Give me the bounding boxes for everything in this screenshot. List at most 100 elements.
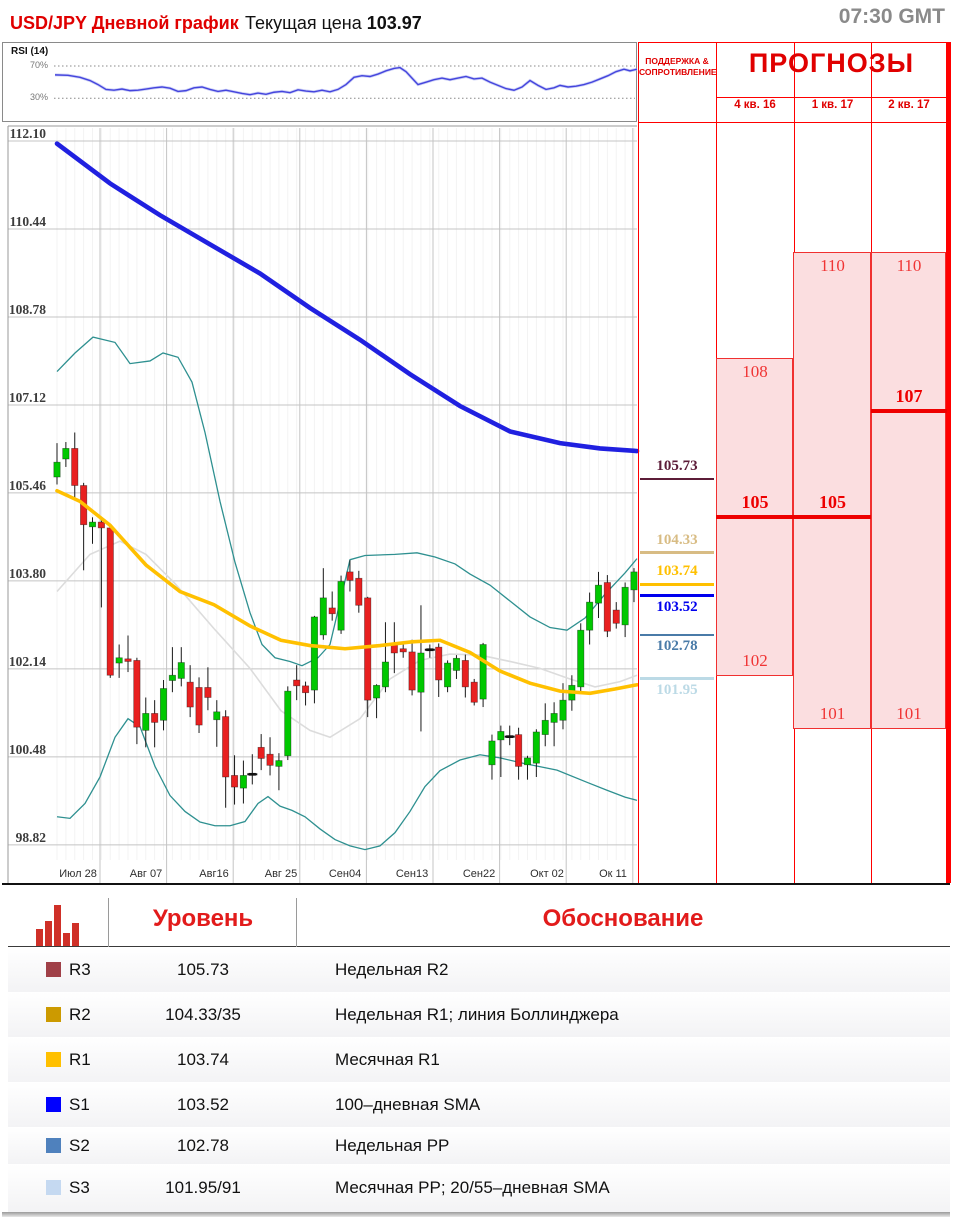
forecast-grid-hline <box>637 42 951 43</box>
sr-level-label: 102.78 <box>656 637 698 654</box>
candle-body <box>586 601 594 631</box>
row-code: R3 <box>46 947 91 992</box>
level-color-swatch <box>46 1007 61 1022</box>
x-axis-tick: Окт 02 <box>530 868 564 880</box>
forecasts-title: ПРОГНОЗЫ <box>748 48 915 78</box>
forecast-grid-right-border <box>946 42 951 883</box>
level-code: R3 <box>69 960 91 979</box>
candle-body <box>195 687 203 726</box>
candle-body <box>62 448 70 460</box>
sr-level-line <box>640 582 714 586</box>
y-axis-tick: 105.46 <box>9 478 46 493</box>
row-code: R1 <box>46 1037 91 1082</box>
candle-body <box>408 651 416 691</box>
y-axis-tick: 112.10 <box>10 126 47 141</box>
candle-body <box>186 681 194 708</box>
candle-body <box>239 775 247 789</box>
candle-body <box>168 674 176 681</box>
rsi-indicator-label: RSI (14) <box>11 46 49 57</box>
level-value: 101.95/91 <box>165 1178 241 1197</box>
candle-body <box>488 740 496 766</box>
candle-body <box>444 662 452 688</box>
table-row: R1 103.74 Месячная R1 <box>8 1037 950 1082</box>
candle-body <box>53 461 61 478</box>
level-rationale: Месячная R1 <box>335 1050 440 1069</box>
candle-body <box>612 609 620 624</box>
candle-body <box>470 681 478 703</box>
forecast-grid-vline <box>637 42 639 883</box>
candlestick-chart: 112.10 110.44 108.78 107.12 105.46 103.80 102.… <box>7 125 640 883</box>
level-code: S2 <box>69 1136 90 1155</box>
level-value: 105.73 <box>177 960 229 979</box>
bollinger-lower-line <box>56 717 638 851</box>
yellow-ma-line <box>55 488 639 696</box>
bar-chart-icon <box>36 903 96 947</box>
forecast-target-value: 105 <box>741 492 769 513</box>
forecast-range-low: 101 <box>819 704 846 724</box>
table-bottom-shadow <box>2 1212 950 1217</box>
gray-ma-line <box>56 540 638 739</box>
level-color-swatch <box>46 1138 61 1153</box>
forecast-grid-hline <box>637 122 951 123</box>
candle-body <box>319 597 327 636</box>
candle-body <box>523 757 532 766</box>
candle-body <box>275 760 283 767</box>
timestamp: 07:30 GMT <box>838 5 945 28</box>
blue-ma-line <box>54 141 640 454</box>
y-axis-tick: 100.48 <box>9 742 46 757</box>
rsi-panel <box>2 42 637 122</box>
candle-body <box>541 719 549 735</box>
x-axis-tick: Авг 25 <box>265 868 297 880</box>
forecast-target-value: 105 <box>819 492 846 513</box>
candle-body <box>603 582 611 632</box>
candle-body <box>284 690 292 757</box>
page-title: USD/JPY Дневной график <box>10 13 239 33</box>
y-axis-tick: 102.14 <box>9 654 46 669</box>
level-rationale: 100–дневная SMA <box>335 1095 481 1114</box>
sr-level-line <box>640 594 714 598</box>
y-axis-tick: 110.44 <box>10 214 47 229</box>
level-value: 104.33/35 <box>165 1005 241 1024</box>
sr-level-label: 105.73 <box>656 457 698 474</box>
current-price: Текущая цена 103.97 <box>245 13 422 34</box>
support-resistance-header: ПОДДЕРЖКА & СОПРОТИВЛЕНИЕ <box>639 56 717 77</box>
level-code: R1 <box>69 1050 91 1069</box>
table-row: S2 102.78 Недельная PP <box>8 1127 950 1164</box>
candle-body <box>417 652 425 693</box>
candle-body <box>142 713 150 731</box>
candle-body <box>88 521 97 528</box>
x-axis-tick: Сен22 <box>463 868 495 880</box>
candle-body <box>461 660 469 688</box>
level-rationale: Месячная PP; 20/55–дневная SMA <box>335 1178 610 1197</box>
forecast-range-low: 102 <box>742 651 768 671</box>
row-code: S1 <box>46 1082 90 1127</box>
candle-body <box>452 657 461 671</box>
sr-level-line <box>640 551 714 555</box>
y-axis-tick: 108.78 <box>9 302 46 317</box>
x-axis-tick: Июл 28 <box>59 868 97 880</box>
sr-level-line <box>640 677 714 681</box>
candle-body <box>515 734 523 767</box>
candle-body <box>230 775 239 788</box>
candle-body <box>435 646 443 681</box>
level-value: 103.52 <box>177 1095 229 1114</box>
candle-body <box>159 688 168 721</box>
y-axis-tick: 98.82 <box>16 830 47 845</box>
forecast-range-high: 110 <box>820 256 845 276</box>
candle-body <box>310 616 318 691</box>
forecast-target-line <box>871 409 947 414</box>
candle-body <box>479 644 487 700</box>
forecast-target-line <box>793 515 872 520</box>
rsi-plot <box>54 65 638 99</box>
forecast-range-high: 108 <box>742 362 768 382</box>
forecast-range-band <box>871 252 946 730</box>
bollinger-upper-line <box>56 336 638 667</box>
level-value: 102.78 <box>177 1136 229 1155</box>
table-row: S1 103.52 100–дневная SMA <box>8 1082 950 1127</box>
forecast-quarter-header: 4 кв. 16 <box>734 99 776 111</box>
candle-body <box>124 658 132 662</box>
row-code: S3 <box>46 1164 90 1212</box>
candle-body <box>151 713 159 723</box>
table-header-level: Уровень <box>152 905 254 932</box>
